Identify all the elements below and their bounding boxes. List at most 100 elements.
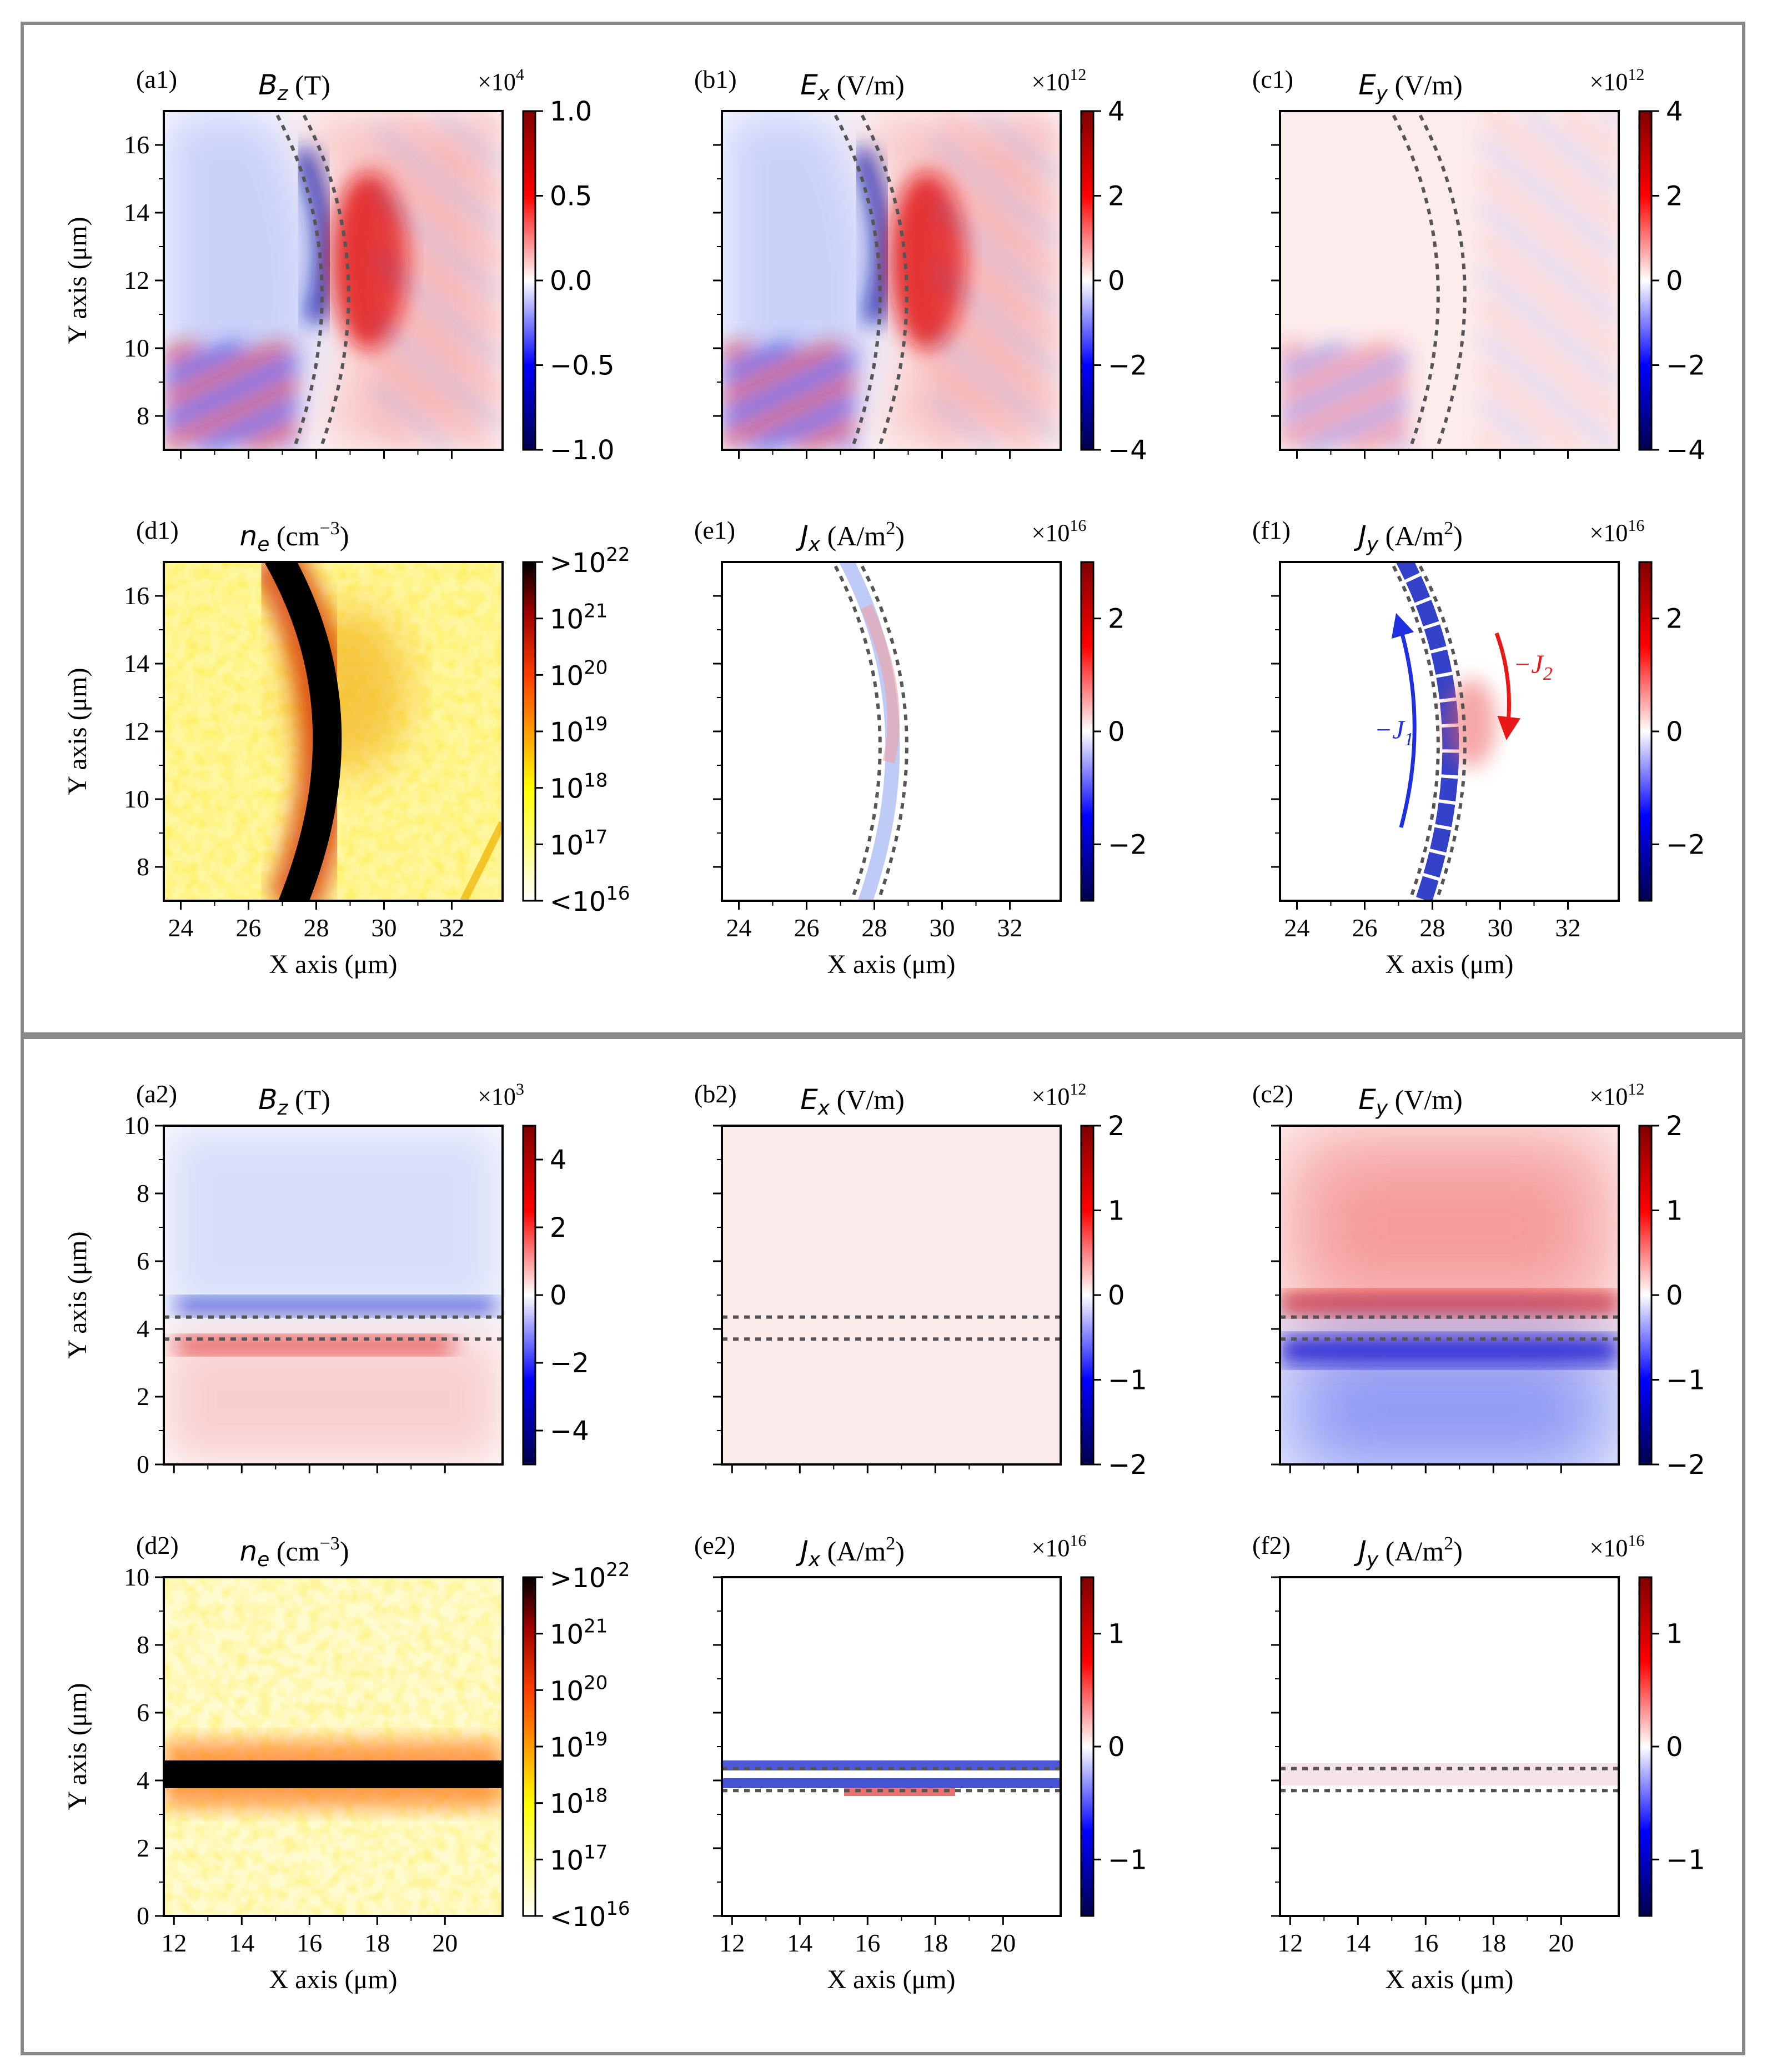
colorbar-scale-b1: ×1012 [1032,66,1087,96]
panel-title-f1: Jy (A/m2) [1353,518,1463,556]
colorbar-tick-label: −0.5 [550,350,615,382]
colorbar-tick-label: −4 [550,1416,589,1447]
panel-title-b1: Ex (V/m) [800,69,905,105]
panel-tag-d1: (d1) [136,516,179,544]
y-axis-label: Y axis (μm) [63,217,92,344]
colorbar-tick-label: −2 [1108,829,1147,860]
y-axis-label: Y axis (μm) [63,668,92,795]
x-tick-label: 28 [304,914,329,942]
panel-tag-d2: (d2) [136,1531,179,1559]
colorbar-tick-label: 0 [1666,1280,1683,1311]
density-shell [265,562,342,901]
weak-current [1280,1763,1619,1785]
colorbar-tick-label: −2 [550,1348,589,1379]
negative-peak [850,146,895,326]
field-image-e1 [722,562,1061,901]
wave-stripes [164,344,297,450]
colorbar-e2 [1080,1576,1095,1917]
colorbar-scale-a1: ×104 [478,66,524,96]
colorbar-tick-label: 0 [1666,265,1683,297]
current-negative-2 [722,1778,1061,1788]
top-section-frame [21,22,1745,1036]
weak-field [722,1126,1061,1464]
panel-tag-e2: (e2) [694,1531,735,1559]
weak-stripes [1480,111,1619,450]
y-tick-label: 12 [124,717,149,745]
y-tick-label: 8 [137,852,149,881]
x-tick-label: 26 [794,914,820,942]
x-tick-label: 20 [432,1929,458,1957]
field-image-d2 [164,1577,503,1916]
colorbar-d1 [522,561,536,902]
colorbar-b1 [1080,110,1095,451]
positive-peak [1280,1292,1619,1315]
x-tick-label: 16 [297,1929,322,1957]
colorbar-tick-label: −1 [1666,1365,1705,1396]
y-tick-label: 14 [124,198,149,227]
field-image-f1 [1280,562,1619,901]
colorbar-tick-label: 0 [1108,265,1125,297]
x-tick-label: 24 [726,914,752,942]
colorbar-tick-label: −2 [1108,1449,1147,1481]
colorbar-tick-label: 1.0 [550,96,592,127]
field-image-e2 [722,1577,1061,1916]
panel-tag-c2: (c2) [1252,1080,1293,1108]
x-tick-label: 24 [168,914,194,942]
y-tick-label: 8 [137,402,149,430]
colorbar-e1 [1080,561,1095,902]
panel-tag-f2: (f2) [1252,1531,1291,1559]
colorbar-tick-label: >1022 [550,1559,630,1594]
panel-tag-c1: (c1) [1252,65,1293,93]
x-tick-label: 28 [862,914,887,942]
current-positive [1447,679,1497,767]
colorbar-tick-label: 0.0 [550,265,592,297]
y-tick-label: 8 [137,1179,149,1207]
panel-title-e2: Jx (A/m2) [795,1533,905,1571]
colorbar-scale-c2: ×1012 [1590,1080,1645,1110]
x-tick-label: 28 [1420,914,1445,942]
panel-tag-e1: (e1) [694,516,735,544]
panel-tag-f1: (f1) [1252,516,1291,544]
colorbar-scale-b2: ×1012 [1032,1080,1087,1110]
colorbar-tick-label: 1 [1108,1619,1125,1650]
x-axis-label: X axis (μm) [827,950,955,979]
panel-tag-a1: (a1) [136,65,177,93]
y-tick-label: 6 [137,1698,149,1727]
colorbar-scale-f2: ×1016 [1590,1532,1645,1562]
panel-tag-b2: (b2) [694,1080,737,1108]
arrow-minus-j1 [1391,613,1417,828]
colorbar-tick-label: 0 [550,1280,567,1311]
colorbar-tick-label: −2 [1108,350,1147,382]
colorbar-b2 [1080,1125,1095,1466]
colorbar-scale-a2: ×103 [478,1080,524,1110]
x-tick-label: 14 [787,1929,812,1957]
negative-peak [292,146,337,326]
y-tick-label: 16 [124,131,149,159]
negative-region [164,1126,503,1316]
x-axis-label: X axis (μm) [1385,1965,1513,1994]
plot-background [1280,1577,1619,1916]
x-axis-label: X axis (μm) [269,1965,397,1994]
colorbar-tick-label: −4 [1108,435,1147,466]
x-tick-label: 12 [1277,1929,1303,1957]
y-axis-label: Y axis (μm) [63,1231,92,1358]
x-axis-label: X axis (μm) [827,1965,955,1994]
x-tick-label: 12 [719,1929,745,1957]
colorbar-tick-label: 0 [1108,716,1125,747]
panel-title-f2: Jy (A/m2) [1353,1533,1463,1571]
y-tick-label: 6 [137,1247,149,1275]
field-image-b1 [722,111,1061,450]
wave-stripes [1280,344,1408,450]
colorbar-scale-f1: ×1016 [1590,516,1645,546]
x-tick-label: 32 [997,914,1023,942]
colorbar-tick-label: 2 [550,1212,567,1243]
y-tick-label: 16 [124,581,149,610]
colorbar-f2 [1638,1576,1653,1917]
arrow-minus-j2 [1494,632,1521,740]
colorbar-scale-c1: ×1012 [1590,66,1645,96]
current-positive [860,604,900,764]
colorbar-tick-label: 4 [1666,96,1683,127]
bottom-section-frame [21,1036,1745,2055]
